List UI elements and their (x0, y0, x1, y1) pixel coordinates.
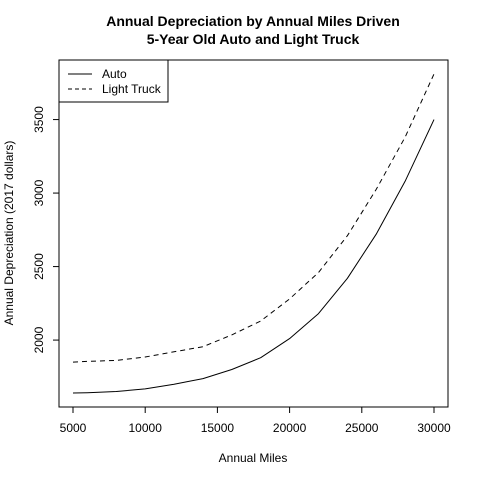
x-tick-label: 30000 (417, 421, 451, 435)
legend-box (58, 59, 169, 103)
y-axis: 2000 2500 3000 3500 (32, 106, 60, 353)
x-axis: 5000 10000 15000 20000 25000 30000 (60, 406, 451, 435)
series-layer (72, 73, 435, 394)
legend-label-light-truck: Light Truck (102, 82, 162, 96)
y-tick-label: 2000 (32, 326, 46, 353)
series-line-light-truck (72, 73, 435, 363)
x-tick-label: 25000 (345, 421, 379, 435)
y-axis-label: Annual Depreciation (2017 dollars) (2, 141, 16, 326)
x-tick-label: 15000 (201, 421, 235, 435)
chart-title: Annual Depreciation by Annual Miles Driv… (106, 13, 400, 29)
x-tick-label: 5000 (60, 421, 87, 435)
y-tick-label: 3500 (32, 106, 46, 133)
y-tick-label: 3000 (32, 179, 46, 206)
legend-label-auto: Auto (102, 67, 127, 81)
chart-subtitle: 5-Year Old Auto and Light Truck (147, 31, 360, 47)
x-tick-label: 20000 (273, 421, 307, 435)
plot-area-frame (58, 59, 449, 408)
x-tick-label: 10000 (129, 421, 163, 435)
series-line-auto (72, 119, 435, 394)
x-axis-label: Annual Miles (219, 451, 288, 465)
y-tick-label: 2500 (32, 253, 46, 280)
legend: Auto Light Truck (58, 59, 169, 103)
